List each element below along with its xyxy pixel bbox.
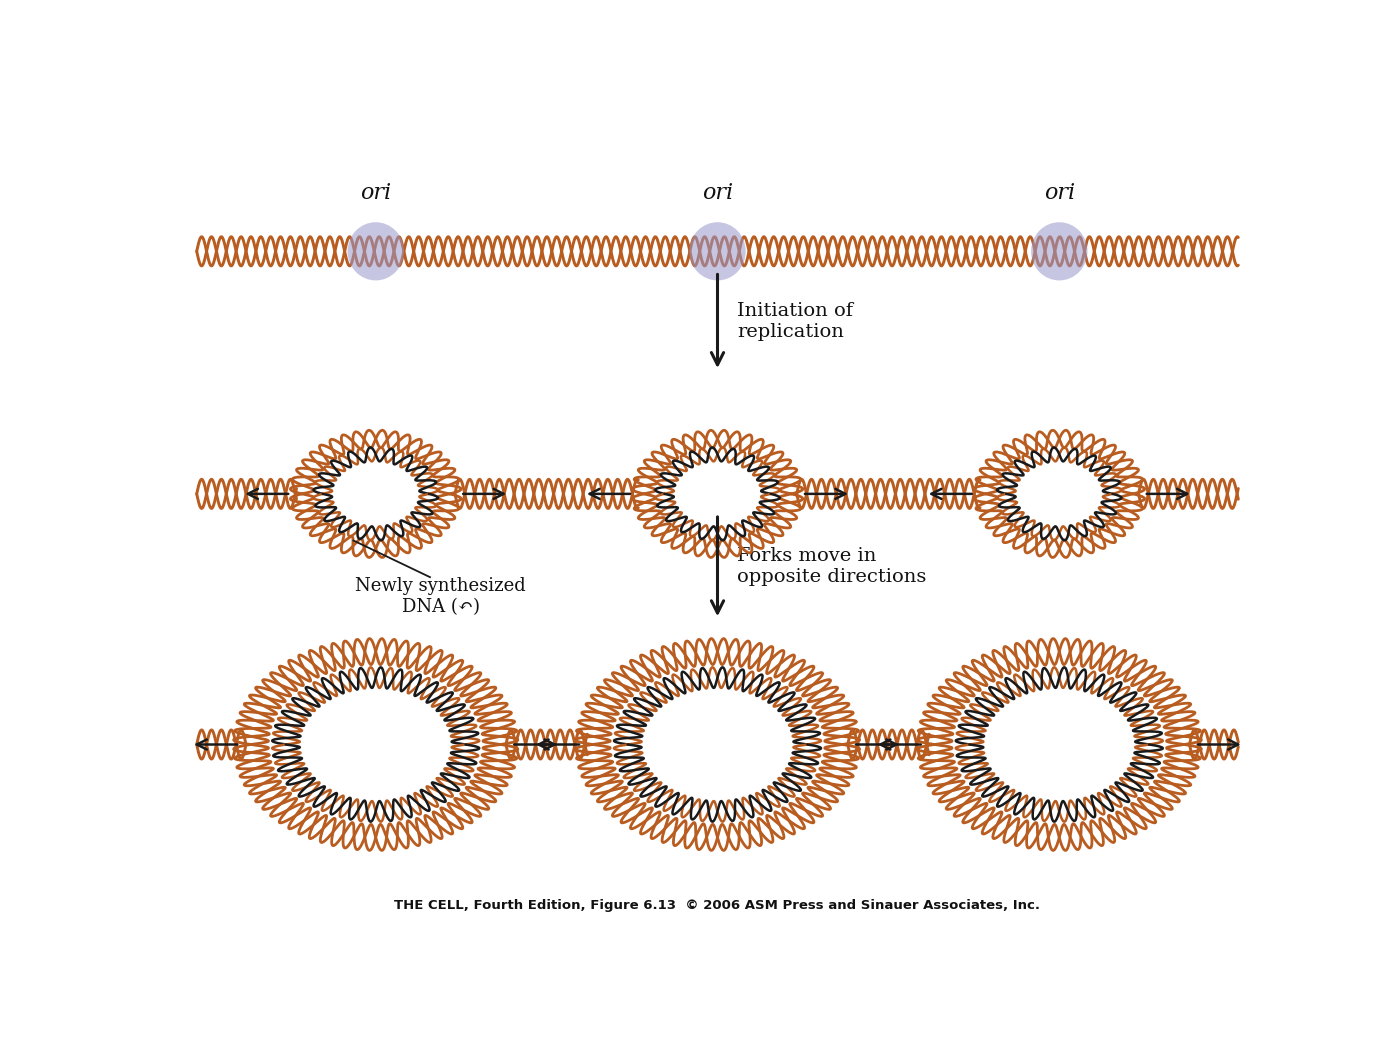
Text: ori: ori <box>360 183 391 205</box>
Text: ori: ori <box>701 183 734 205</box>
Text: Forks move in
opposite directions: Forks move in opposite directions <box>736 547 927 586</box>
Text: Initiation of
replication: Initiation of replication <box>736 301 853 340</box>
Text: Newly synthesized
DNA (↶): Newly synthesized DNA (↶) <box>356 578 526 616</box>
Ellipse shape <box>347 223 405 280</box>
Text: ori: ori <box>1044 183 1075 205</box>
Text: THE CELL, Fourth Edition, Figure 6.13  © 2006 ASM Press and Sinauer Associates, : THE CELL, Fourth Edition, Figure 6.13 © … <box>395 899 1040 911</box>
Ellipse shape <box>689 223 746 280</box>
Ellipse shape <box>1030 223 1088 280</box>
